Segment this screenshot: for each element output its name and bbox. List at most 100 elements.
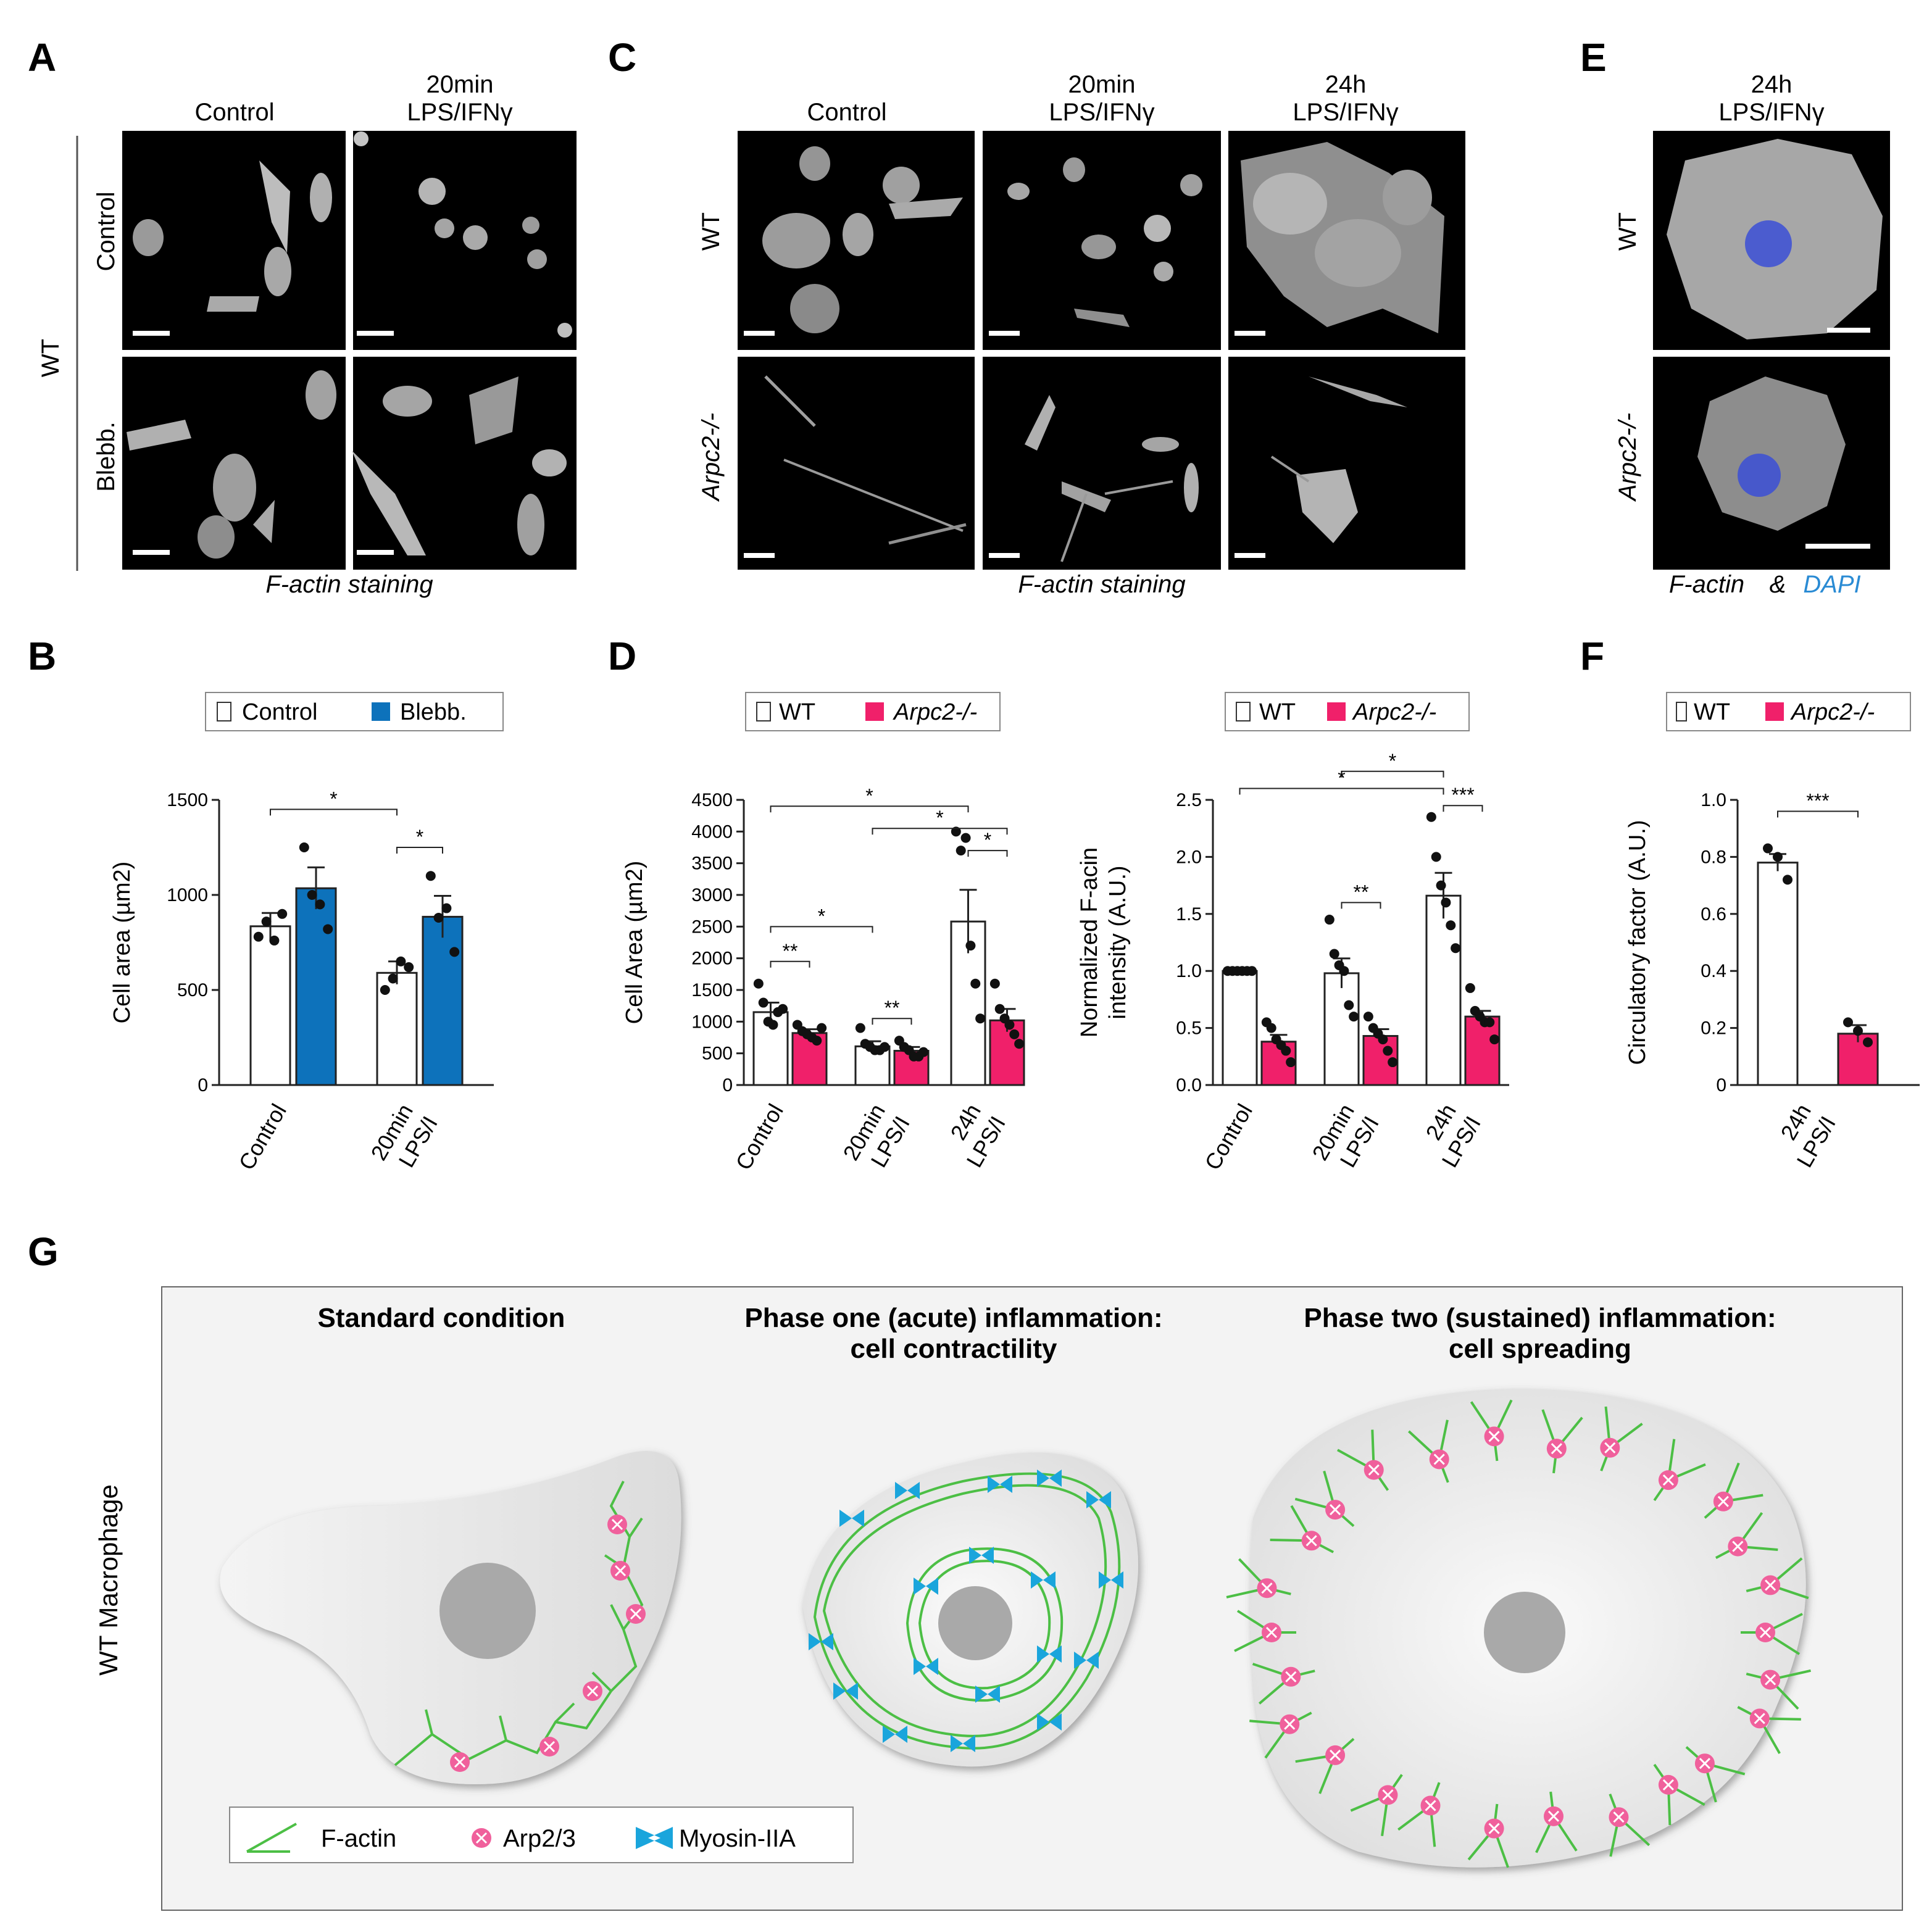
arp23-mark	[1330, 1503, 1341, 1516]
myosin-motor	[1074, 1652, 1099, 1669]
significance-bracket	[770, 926, 873, 933]
legend-label-wt-2: WT	[1259, 699, 1296, 725]
data-point	[956, 846, 966, 856]
y-tick-label: 3000	[691, 885, 733, 905]
legend-arp23-label: Arp2/3	[503, 1825, 576, 1852]
myosin-motor	[951, 1735, 975, 1752]
arp23-mark	[1759, 1626, 1772, 1639]
caption-c: F-actin staining	[1018, 571, 1185, 598]
legend-label-control: Control	[242, 699, 318, 725]
arp23-mark	[1662, 1474, 1674, 1486]
y-tick-label: 1000	[691, 1012, 733, 1032]
significance-bracket	[1777, 810, 1859, 818]
title-phase-two-2: cell spreading	[1449, 1334, 1631, 1364]
y-tick-label: 500	[177, 980, 208, 1000]
myosin-motor	[914, 1658, 938, 1675]
arp23-mark	[1488, 1431, 1500, 1442]
y-tick-label: 0.5	[1176, 1018, 1202, 1039]
significance-bracket	[770, 805, 969, 813]
chart-f: 0 0.2 0.4 0.6 0.8 1.0 Circulatory factor (A.U.…	[1625, 789, 1920, 1171]
data-point	[261, 917, 272, 927]
col-header-c-20min-1: 20min	[1068, 71, 1136, 98]
y-axis-label: intensity (A.U.)	[1105, 865, 1131, 1019]
arp23-mark	[1261, 1582, 1273, 1594]
panel-a: A Control 20min LPS/IFNγ WT Control Bleb…	[28, 35, 577, 598]
category-label: Control	[730, 1100, 788, 1175]
nucleus-phase-two	[1484, 1592, 1565, 1673]
data-point	[1436, 880, 1446, 891]
data-point	[269, 935, 280, 946]
micrograph-c-arpc2-20min	[983, 357, 1221, 570]
significance-bracket	[872, 828, 1008, 835]
bar	[422, 915, 464, 1086]
data-point	[1286, 1057, 1296, 1068]
data-point	[1247, 966, 1257, 976]
data-point	[1465, 983, 1475, 993]
y-tick-label: 1000	[167, 885, 208, 905]
data-point	[768, 1020, 778, 1030]
data-point	[441, 903, 452, 913]
arp23-mark	[1765, 1674, 1776, 1686]
col-header-e-2: LPS/IFNγ	[1718, 99, 1824, 126]
data-point	[1324, 915, 1334, 925]
data-point	[1484, 1017, 1495, 1028]
y-tick-label: 0.0	[1176, 1075, 1202, 1096]
myosin-motor	[809, 1633, 833, 1650]
myosin-motor	[1086, 1491, 1111, 1508]
legend-b: Control Blebb.	[205, 692, 504, 731]
legend-d-left: WT Arpc2-/-	[745, 692, 1001, 731]
arp23-mark	[454, 1756, 466, 1768]
data-point	[1451, 943, 1461, 954]
arp23-group-phase-two	[1257, 1426, 1781, 1839]
data-point	[970, 978, 981, 989]
arp23-mark	[543, 1740, 556, 1753]
significance-label: *	[1338, 767, 1345, 789]
arp23-mark	[630, 1608, 642, 1620]
arp23-mark	[1754, 1713, 1765, 1724]
row-group-wt: WT	[37, 339, 64, 377]
title-phase-one-1: Phase one (acute) inflammation:	[744, 1303, 1162, 1333]
data-point	[396, 956, 406, 967]
data-point	[449, 947, 460, 957]
standard-cell	[220, 1451, 681, 1784]
legend-f-actin-label: F-actin	[321, 1825, 396, 1852]
legend-label-blebb: Blebb.	[400, 699, 467, 725]
legend-swatch-control	[217, 702, 231, 721]
col-header-e-1: 24h	[1751, 71, 1793, 98]
col-header-20min-line1: 20min	[427, 71, 494, 98]
arp23-mark	[1765, 1579, 1776, 1591]
myosin-motor	[1037, 1470, 1062, 1487]
category-label: Control	[1199, 1100, 1257, 1175]
data-point	[1329, 949, 1339, 959]
data-point	[778, 1004, 788, 1014]
arp23-mark	[1662, 1779, 1674, 1790]
actin-ring-outer	[813, 1472, 1121, 1750]
data-point	[1266, 1023, 1276, 1033]
significance-bracket	[770, 960, 810, 968]
significance-bracket	[1239, 788, 1444, 795]
data-point	[951, 826, 961, 837]
data-point	[433, 912, 444, 923]
row-header-c-arpc2: Arpc2-/-	[697, 413, 725, 502]
y-tick-label: 1500	[691, 980, 733, 1000]
myosin-icon	[636, 1827, 673, 1849]
data-point	[1388, 1057, 1398, 1068]
arp23-mark	[1551, 1443, 1562, 1455]
arp23-mark	[1699, 1758, 1710, 1769]
legend-label-arpc2: Arpc2-/-	[893, 699, 977, 725]
y-tick-label: 2000	[691, 949, 733, 969]
y-tick-label: 1.0	[1701, 790, 1726, 810]
arp23-mark	[586, 1685, 599, 1697]
significance-label: *	[936, 807, 943, 829]
arp23-mark	[614, 1565, 627, 1577]
f-actin-icon	[246, 1823, 297, 1853]
data-point	[880, 1042, 890, 1052]
significance-bracket	[1443, 805, 1483, 812]
chart-d-right: 0.0 0.5 1.0 1.5 2.0 2.5 Normalized F-acin inten…	[1076, 750, 1509, 1175]
y-tick-label: 0.2	[1701, 1018, 1726, 1039]
bar	[1323, 972, 1360, 1086]
arp23-mark	[1732, 1540, 1744, 1552]
arp23-mark	[1265, 1626, 1278, 1639]
arp23-icon	[472, 1828, 491, 1848]
